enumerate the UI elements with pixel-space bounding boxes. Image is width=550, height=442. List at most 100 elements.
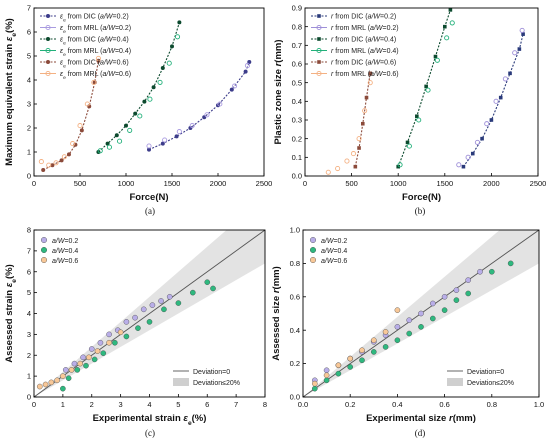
legend-reference: Deviation=0 Deviation≤20% — [173, 369, 240, 387]
data-point — [42, 381, 49, 388]
y-tick-label: 5 — [27, 288, 31, 297]
legend-label: a/W=0.2 — [321, 238, 347, 245]
data-point — [441, 294, 448, 300]
x-tick-label: 0.4 — [392, 400, 402, 409]
data-point — [204, 112, 210, 118]
data-point — [105, 141, 110, 146]
data-point — [359, 347, 365, 354]
data-point — [151, 85, 156, 90]
y-tick-label: 3 — [27, 330, 31, 339]
y-tick-label: 2 — [27, 124, 31, 133]
x-axis-label: Experimental size r(mm) — [366, 413, 476, 424]
y-tick-label: 0.6 — [292, 60, 302, 69]
data-point — [123, 319, 130, 325]
y-tick-label: 0.0 — [290, 393, 300, 402]
data-point — [382, 329, 389, 335]
y-axis-label: Maximum equivalent strain εe(%) — [4, 18, 18, 166]
data-point — [335, 362, 342, 369]
data-point — [158, 298, 164, 304]
y-tick-label: 3 — [27, 100, 31, 109]
data-point — [433, 54, 438, 59]
data-point — [325, 169, 331, 175]
legend-label: εe from MRL (a/W=0.6) — [60, 71, 131, 81]
legend-marker — [316, 70, 322, 77]
panel-caption: (b) — [415, 206, 426, 216]
data-point — [406, 317, 412, 323]
legend-marker — [41, 257, 47, 263]
data-point — [416, 117, 422, 123]
data-point — [406, 330, 412, 337]
y-axis-label: Plastic zone size r(mm) — [273, 39, 284, 144]
data-point — [127, 127, 133, 133]
data-point — [48, 379, 55, 386]
data-point — [70, 141, 76, 147]
data-point — [160, 66, 165, 70]
data-point — [508, 71, 512, 76]
data-point — [147, 147, 151, 152]
data-point — [162, 137, 168, 143]
data-point — [146, 143, 152, 149]
data-point — [146, 319, 153, 325]
data-point — [106, 331, 112, 338]
data-point — [371, 349, 377, 355]
data-point — [83, 362, 89, 369]
legend-label: a/W=0.2 — [52, 238, 78, 245]
data-point — [394, 337, 401, 343]
data-point — [210, 285, 216, 292]
data-point — [65, 375, 72, 381]
data-point — [133, 111, 138, 116]
legend-marker — [46, 37, 50, 41]
data-point — [149, 302, 156, 308]
data-point — [112, 339, 118, 346]
series-c-1 — [60, 279, 216, 392]
legend-marker — [45, 47, 51, 54]
y-tick-label: 0 — [27, 172, 31, 181]
legend: εe from DIC (a/W=0.2)εe from MRL (a/W=0.… — [40, 14, 131, 81]
y-tick-label: 6 — [27, 28, 31, 37]
data-point — [53, 160, 59, 166]
data-point — [68, 367, 75, 373]
data-point — [123, 333, 130, 340]
data-point — [323, 367, 330, 374]
data-point — [502, 76, 508, 82]
data-point — [415, 114, 419, 119]
data-point — [449, 20, 455, 26]
data-point — [418, 310, 424, 317]
data-point — [371, 337, 377, 343]
panel-caption: (c) — [145, 428, 155, 438]
x-tick-label: 2000 — [483, 179, 500, 188]
legend-marker — [317, 14, 321, 18]
panel-a: 0 500 1000 1500 2000 2500 0 1 2 3 4 5 6 7 Force(N) Maxi… — [4, 4, 272, 216]
x-tick-label: 2500 — [256, 179, 273, 188]
x-tick-label: 0.2 — [345, 400, 355, 409]
data-point — [394, 307, 401, 313]
data-point — [79, 128, 84, 133]
data-point — [347, 364, 353, 370]
data-point — [397, 162, 403, 168]
legend-series: a/W=0.2 a/W=0.4 a/W=0.6 — [41, 237, 78, 265]
legend-label: r from MRL (a/W=0.4) — [331, 48, 399, 55]
data-point — [174, 134, 179, 139]
panel-b: 0 500 1000 1500 2000 2500 0.0 0.1 0.2 0.3 0.4 0.5 0.… — [273, 4, 546, 216]
legend-label: εe from DIC (a/W=0.6) — [60, 60, 129, 70]
x-axis-label: Force(N) — [129, 192, 168, 203]
data-point — [312, 380, 318, 387]
y-tick-label: 7 — [27, 4, 31, 13]
data-point — [448, 8, 453, 12]
data-point — [117, 138, 123, 144]
y-tick-label: 6 — [27, 267, 31, 276]
data-point — [66, 152, 71, 157]
data-point — [100, 350, 107, 356]
data-point — [54, 377, 60, 384]
data-point — [396, 164, 400, 169]
data-point — [50, 163, 55, 168]
y-tick-label: 0.6 — [290, 292, 300, 301]
data-point — [444, 35, 450, 41]
data-point — [430, 300, 436, 307]
data-point — [87, 104, 92, 109]
series-b-3 — [397, 20, 455, 168]
data-point — [489, 118, 494, 122]
data-point — [453, 297, 460, 303]
data-point — [312, 385, 318, 392]
y-tick-label: 0.8 — [292, 22, 302, 31]
